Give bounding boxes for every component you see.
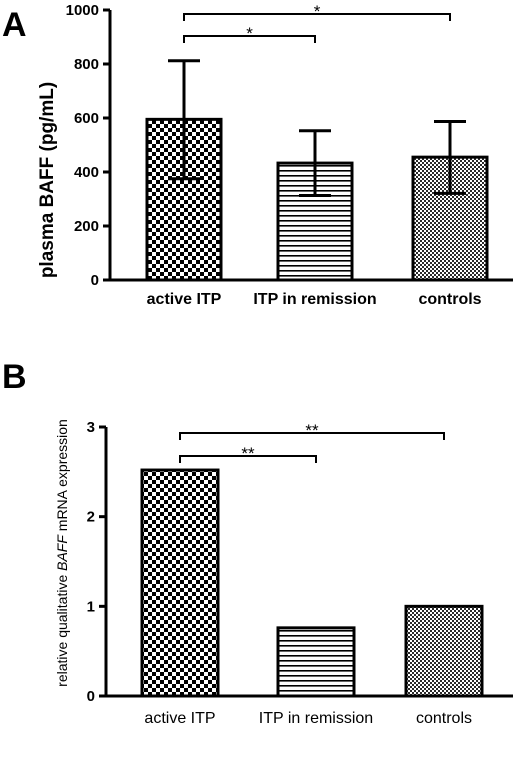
panel-b-x-label-3: controls bbox=[416, 710, 472, 727]
panel-a-error-bar-1 bbox=[168, 59, 200, 181]
panel-a-chart: A plasma BAFF (pg/mL) 0 200 400 600 800 1000 a… bbox=[2, 2, 513, 308]
panel-a-y-tick-label-0: 0 bbox=[91, 272, 99, 289]
panel-a-y-axis-label: plasma BAFF (pg/mL) bbox=[37, 82, 58, 278]
panel-a-y-tick-label-200: 200 bbox=[74, 218, 99, 235]
panel-b-ylabel-part-1: relative qualitative bbox=[54, 571, 70, 687]
panel-a-significance-label-2: * bbox=[314, 2, 321, 21]
panel-b-y-tick-label-1: 1 bbox=[87, 598, 95, 615]
panel-b-significance-bracket-2: ** bbox=[179, 421, 445, 440]
panel-a-x-label-1: active ITP bbox=[147, 291, 222, 308]
panel-b-bar-1 bbox=[140, 468, 220, 698]
panel-b-x-label-2: ITP in remission bbox=[259, 710, 373, 727]
panel-a-significance-bracket-2: * bbox=[183, 2, 451, 21]
panel-b-ylabel-part-3: mRNA expression bbox=[54, 419, 70, 535]
panel-a-y-tick-label-1000: 1000 bbox=[66, 2, 99, 19]
panel-b-y-axis-label: relative qualitative BAFF mRNA expressio… bbox=[54, 419, 70, 687]
panel-a-y-tick-label-600: 600 bbox=[74, 110, 99, 127]
panel-b-x-label-1: active ITP bbox=[144, 710, 215, 727]
panel-b-ylabel-gene: BAFF bbox=[54, 534, 70, 571]
panel-b-significance-label-2: ** bbox=[305, 421, 319, 440]
panel-b-y-tick-label-0: 0 bbox=[87, 688, 95, 705]
panel-a-significance-bracket-1: * bbox=[183, 24, 316, 43]
panel-b-chart: B relative qualitative BAFF mRNA express… bbox=[2, 358, 513, 727]
panel-a-significance-label-1: * bbox=[246, 24, 253, 43]
panel-a-x-label-2: ITP in remission bbox=[253, 291, 376, 308]
panel-b-y-tick-label-3: 3 bbox=[87, 419, 95, 436]
panel-b-y-tick-label-2: 2 bbox=[87, 509, 95, 526]
panel-b-label: B bbox=[2, 358, 27, 396]
panel-b-bar-2 bbox=[276, 626, 356, 698]
panel-b-significance-label-1: ** bbox=[241, 444, 255, 463]
panel-a-y-tick-label-400: 400 bbox=[74, 164, 99, 181]
panel-a-y-tick-label-800: 800 bbox=[74, 56, 99, 73]
panel-a-error-bar-2 bbox=[299, 129, 331, 197]
panel-b-significance-bracket-1: ** bbox=[179, 444, 317, 463]
panel-b-bar-3 bbox=[404, 604, 484, 698]
panel-a-x-label-3: controls bbox=[418, 291, 481, 308]
panel-a-error-bar-3 bbox=[434, 120, 466, 195]
panel-a-label: A bbox=[2, 6, 27, 44]
